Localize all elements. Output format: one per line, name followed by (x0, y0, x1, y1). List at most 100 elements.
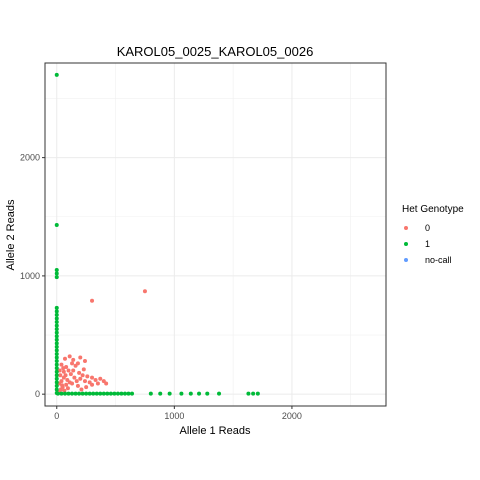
legend-label-no-call: no-call (425, 255, 452, 265)
data-point-1 (54, 271, 59, 276)
data-point-1 (54, 355, 59, 360)
data-point-1 (54, 373, 59, 378)
legend: Het Genotype 0 1 no-call (402, 204, 464, 265)
data-point-0 (61, 369, 66, 374)
data-point-1 (70, 391, 75, 396)
data-point-0 (61, 366, 66, 371)
data-point-0 (70, 381, 75, 386)
data-point-1 (54, 387, 59, 392)
x-axis-title: Allele 1 Reads (180, 425, 251, 437)
data-point-1 (98, 391, 103, 396)
legend-key-no-call (404, 258, 408, 262)
data-point-0 (85, 374, 90, 379)
data-point-1 (255, 391, 260, 396)
data-point-1 (54, 359, 59, 364)
y-tick-label: 1000 (20, 271, 40, 281)
plot-panel-border (44, 62, 387, 407)
data-point-0 (75, 383, 80, 388)
data-point-1 (126, 391, 131, 396)
data-point-1 (54, 383, 59, 388)
data-point-1 (54, 362, 59, 367)
data-point-1 (54, 366, 59, 371)
data-point-0 (65, 377, 70, 382)
x-tick-label: 0 (54, 411, 59, 421)
data-point-0 (62, 356, 67, 361)
axis-ticks: 0 1000 2000 0 1000 2000 (20, 153, 302, 421)
data-point-1 (122, 391, 127, 396)
data-point-1 (54, 327, 59, 332)
data-point-0 (64, 382, 69, 387)
x-tick-label: 2000 (282, 411, 302, 421)
data-point-1 (115, 391, 120, 396)
data-point-0 (80, 373, 85, 378)
data-point-1 (54, 323, 59, 328)
data-point-0 (67, 354, 72, 359)
data-point-0 (71, 368, 76, 373)
data-point-0 (142, 289, 147, 294)
data-point-0 (81, 367, 86, 372)
data-point-1 (54, 267, 59, 272)
data-point-1 (54, 312, 59, 317)
legend-label-1: 1 (425, 239, 430, 249)
data-point-1 (54, 337, 59, 342)
data-point-1 (179, 391, 184, 396)
legend-label-0: 0 (425, 223, 430, 233)
data-point-0 (58, 373, 63, 378)
data-point-0 (70, 361, 75, 366)
data-point-1 (73, 391, 78, 396)
data-point-0 (90, 298, 95, 303)
data-point-1 (251, 391, 256, 396)
data-point-1 (87, 391, 92, 396)
data-point-1 (54, 351, 59, 356)
data-point-0 (90, 382, 95, 387)
data-point-1 (54, 344, 59, 349)
y-tick-label: 0 (35, 389, 40, 399)
data-point-1 (130, 391, 135, 396)
data-point-0 (74, 379, 79, 384)
data-point-1 (54, 348, 59, 353)
data-point-1 (94, 391, 99, 396)
grid (45, 63, 386, 406)
data-point-1 (167, 391, 172, 396)
data-point-0 (93, 377, 98, 382)
data-point-0 (65, 386, 70, 391)
data-point-1 (84, 391, 89, 396)
data-point-0 (84, 385, 89, 390)
data-point-0 (82, 379, 87, 384)
data-point-0 (75, 361, 80, 366)
data-point-1 (148, 391, 153, 396)
data-point-1 (80, 391, 85, 396)
data-point-1 (91, 391, 96, 396)
data-point-1 (54, 320, 59, 325)
data-point-1 (54, 380, 59, 385)
data-point-1 (54, 330, 59, 335)
data-point-0 (63, 373, 68, 378)
x-tick-label: 1000 (164, 411, 184, 421)
data-point-0 (78, 376, 83, 381)
data-point-0 (71, 357, 76, 362)
data-point-1 (105, 391, 110, 396)
data-point-1 (188, 391, 193, 396)
y-axis-title: Allele 2 Reads (5, 199, 17, 270)
data-point-1 (197, 391, 202, 396)
data-point-1 (54, 305, 59, 310)
data-point-0 (98, 376, 103, 381)
data-point-1 (101, 391, 106, 396)
data-point-0 (95, 381, 100, 386)
data-point-1 (59, 391, 64, 396)
data-point-0 (78, 355, 83, 360)
chart-title: KAROL05_0025_KAROL05_0026 (117, 44, 314, 59)
data-point-1 (54, 223, 59, 228)
data-point-1 (77, 391, 82, 396)
data-point-1 (66, 391, 71, 396)
data-points (54, 72, 260, 396)
data-point-0 (66, 368, 71, 373)
data-point-1 (205, 391, 210, 396)
data-point-1 (54, 334, 59, 339)
data-point-1 (54, 369, 59, 374)
data-point-0 (68, 372, 73, 377)
data-point-1 (55, 391, 60, 396)
data-point-1 (54, 341, 59, 346)
